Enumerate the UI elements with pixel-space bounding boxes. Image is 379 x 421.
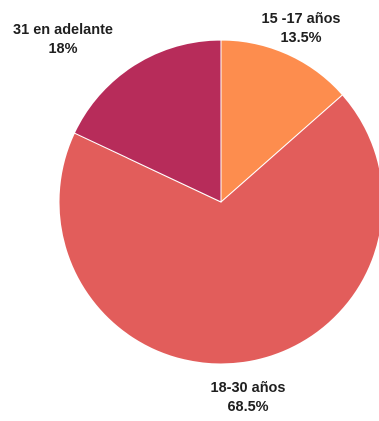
slice-value-15-17: 13.5%: [280, 30, 321, 46]
slice-15-17: [220, 39, 344, 204]
pie-labels: 15 -17 años 13.5% 18-30 años 68.5% 31 en…: [13, 11, 340, 415]
slice-label-15-17: 15 -17 años: [262, 11, 341, 27]
slice-label-31-plus: 31 en adelante: [13, 22, 113, 38]
slice-value-18-30: 68.5%: [227, 399, 268, 415]
slice-18-30: [58, 94, 379, 365]
slice-31-plus: [73, 39, 222, 203]
slice-label-18-30: 18-30 años: [211, 380, 286, 396]
pie-slices: [58, 39, 379, 365]
slice-value-31-plus: 18%: [48, 41, 77, 57]
